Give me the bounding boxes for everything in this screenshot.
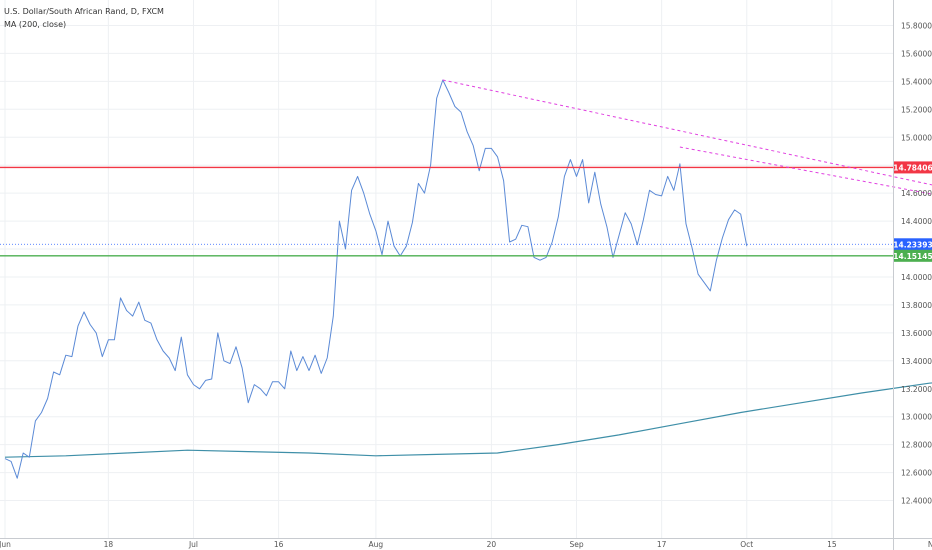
y-tick-label: 12.40000: [901, 497, 932, 506]
moving-average-layer: [4, 382, 932, 458]
y-tick-label: 15.60000: [901, 49, 932, 58]
price-layer: [4, 79, 748, 479]
y-tick-label: 12.60000: [901, 469, 932, 478]
y-tick-label: 13.00000: [901, 413, 932, 422]
x-tick-label: Jun: [0, 540, 11, 549]
x-tick-label: 16: [274, 540, 284, 549]
y-tick-label: 14.60000: [901, 189, 932, 198]
x-tick-label: Oct: [740, 540, 753, 549]
x-tick-label: 15: [827, 540, 837, 549]
y-tick-label: 12.80000: [901, 441, 932, 450]
tick-labels: 15.80000 15.60000 15.40000 15.20000 15.00000…: [0, 21, 932, 549]
y-tick-label: 13.20000: [901, 385, 932, 394]
chart-title: U.S. Dollar/South African Rand, D, FXCM: [4, 7, 164, 16]
x-tick-label: Jul: [188, 540, 198, 549]
level-tag-label: 14.23393: [893, 240, 932, 249]
y-tick-label: 13.60000: [901, 329, 932, 338]
trendlines[interactable]: [442, 79, 932, 256]
level-tag: [894, 238, 932, 251]
level-tag: [894, 249, 932, 262]
x-tick-label: 18: [104, 540, 114, 549]
chart-legend: U.S. Dollar/South African Rand, D, FXCM …: [4, 5, 164, 31]
x-tick-label: Sep: [569, 540, 583, 549]
y-tick-label: 13.40000: [901, 357, 932, 366]
gridlines: [0, 0, 893, 538]
level-tag-label: 14.78406: [893, 163, 932, 172]
x-tick-label: 17: [657, 540, 667, 549]
level-tag: [894, 161, 932, 174]
x-tick-label: Aug: [369, 540, 384, 549]
ma-line: [4, 382, 932, 458]
x-tick-label: 20: [487, 540, 497, 549]
price-line: [4, 79, 748, 479]
trendline: [442, 79, 932, 186]
price-tags: 14.78406 14.23393 14.15145: [893, 161, 932, 262]
indicator-label: MA (200, close): [4, 20, 67, 29]
horizontal-levels[interactable]: [0, 166, 893, 257]
y-tick-label: 15.40000: [901, 77, 932, 86]
y-tick-label: 15.20000: [901, 105, 932, 114]
y-tick-label: 14.40000: [901, 217, 932, 226]
x-tick-label: Nov: [928, 540, 932, 549]
y-tick-label: 15.80000: [901, 21, 932, 30]
y-tick-label: 13.80000: [901, 301, 932, 310]
level-tag-label: 14.15145: [893, 252, 932, 261]
trendline: [679, 146, 932, 195]
y-tick-label: 14.00000: [901, 273, 932, 282]
y-tick-label: 15.00000: [901, 133, 932, 142]
